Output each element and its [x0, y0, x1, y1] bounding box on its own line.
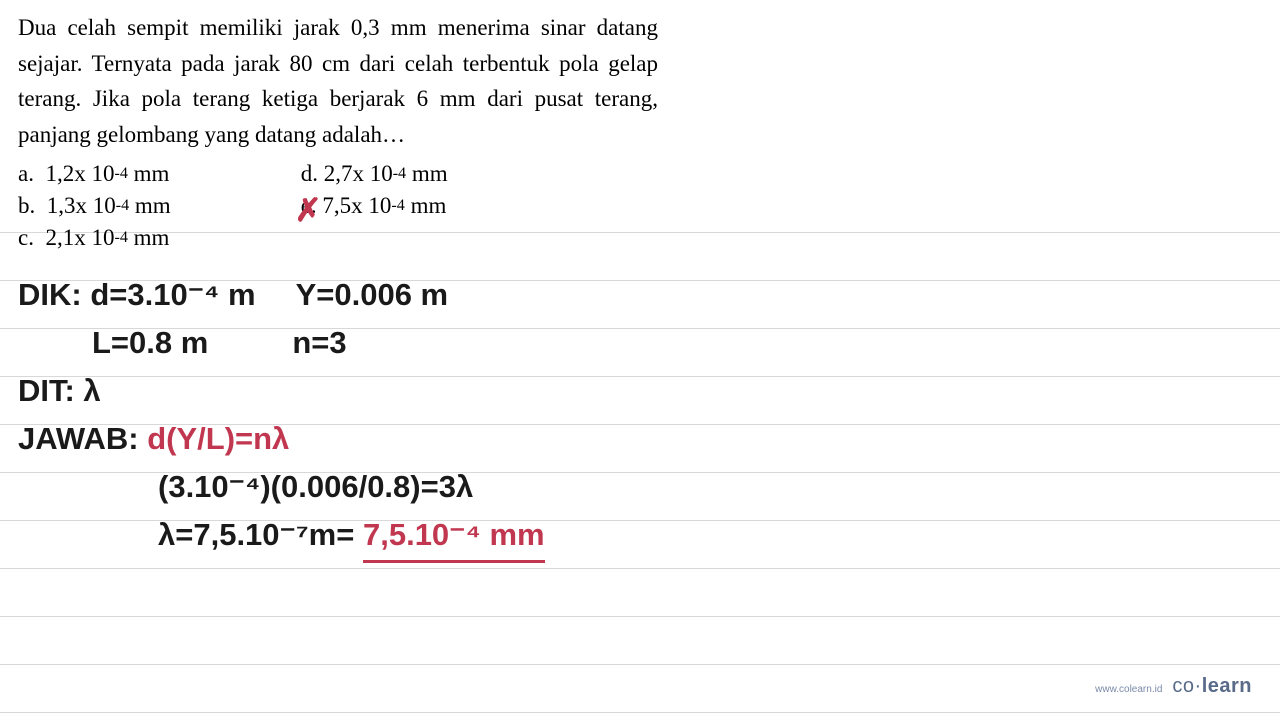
- handwritten-work: DIK: d=3.10⁻⁴ m Y=0.006 m L=0.8 m n=3 DI…: [18, 271, 1262, 563]
- cross-mark-icon: ✗: [295, 191, 322, 229]
- question-text: Dua celah sempit memiliki jarak 0,3 mm m…: [18, 10, 658, 153]
- options-block: a. 1,2 x 10-4 mm b. 1,3 x 10-4 mm c. 2,1…: [18, 161, 1262, 251]
- asked-lambda: DIT: λ: [18, 367, 1262, 415]
- result-si: λ=7,5.10⁻⁷m=: [158, 517, 354, 552]
- given-l: L=0.8 m: [92, 319, 208, 367]
- watermark: www.colearn.id co·learn: [1095, 675, 1252, 698]
- given-y: Y=0.006 m: [296, 271, 449, 319]
- final-answer: 7,5.10⁻⁴ mm: [363, 511, 545, 563]
- given-d: DIK: d=3.10⁻⁴ m: [18, 271, 256, 319]
- watermark-brand: co·learn: [1172, 675, 1252, 698]
- answer-label: JAWAB:: [18, 421, 139, 456]
- option-e: ✗ e. 7,5 x 10-4 mm: [301, 193, 448, 219]
- option-c: c. 2,1 x 10-4 mm: [18, 225, 171, 251]
- option-a: a. 1,2 x 10-4 mm: [18, 161, 171, 187]
- option-b: b. 1,3 x 10-4 mm: [18, 193, 171, 219]
- option-d: d. 2,7 x 10-4 mm: [301, 161, 448, 187]
- watermark-url: www.colearn.id: [1095, 684, 1162, 695]
- given-n: n=3: [292, 319, 346, 367]
- equation-formula: d(Y/L)=nλ: [147, 421, 289, 456]
- equation-substitution: (3.10⁻⁴)(0.006/0.8)=3λ: [18, 463, 1262, 511]
